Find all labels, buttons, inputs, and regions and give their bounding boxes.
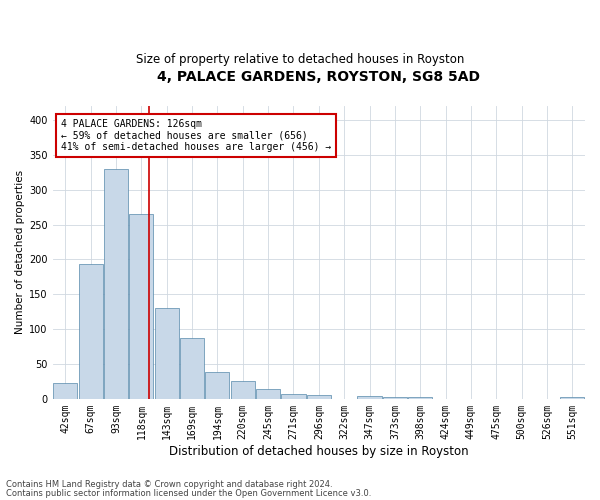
Bar [79, 264, 103, 399]
Bar [281, 394, 305, 399]
Bar [104, 170, 128, 399]
Bar [53, 383, 77, 399]
Bar [130, 214, 154, 399]
Y-axis label: Number of detached properties: Number of detached properties [15, 170, 25, 334]
Bar [180, 338, 204, 399]
Bar [155, 308, 179, 399]
Bar [231, 382, 255, 399]
Bar [307, 396, 331, 399]
Text: Contains HM Land Registry data © Crown copyright and database right 2024.: Contains HM Land Registry data © Crown c… [6, 480, 332, 489]
Text: Contains public sector information licensed under the Open Government Licence v3: Contains public sector information licen… [6, 489, 371, 498]
Bar [256, 389, 280, 399]
Title: 4, PALACE GARDENS, ROYSTON, SG8 5AD: 4, PALACE GARDENS, ROYSTON, SG8 5AD [157, 70, 481, 84]
Text: 4 PALACE GARDENS: 126sqm
← 59% of detached houses are smaller (656)
41% of semi-: 4 PALACE GARDENS: 126sqm ← 59% of detach… [61, 119, 331, 152]
Bar [560, 396, 584, 399]
Bar [383, 396, 407, 399]
X-axis label: Distribution of detached houses by size in Royston: Distribution of detached houses by size … [169, 444, 469, 458]
Bar [205, 372, 229, 399]
Bar [408, 398, 432, 399]
Text: Size of property relative to detached houses in Royston: Size of property relative to detached ho… [136, 52, 464, 66]
Bar [358, 396, 382, 399]
